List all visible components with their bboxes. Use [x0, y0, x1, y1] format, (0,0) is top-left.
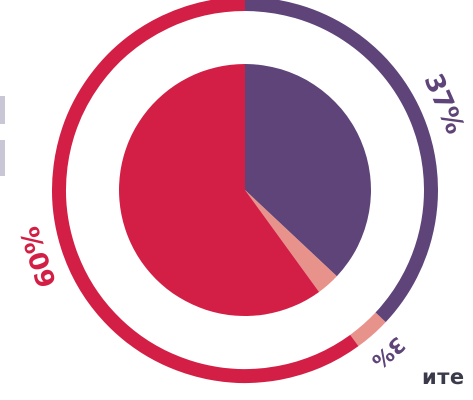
inner-pie	[119, 64, 371, 316]
outer-ring	[52, 0, 438, 383]
label-slice-60: 60%	[15, 223, 63, 291]
pie-slice-60	[119, 64, 320, 316]
ring-slice-37	[244, 0, 438, 323]
clipped-caption: ите	[422, 365, 465, 389]
ring-slice-60	[52, 0, 359, 383]
pie-slice-37	[245, 64, 371, 277]
pie-slice-3	[245, 190, 337, 292]
ring-slice-3	[350, 312, 386, 347]
left-edge-bar	[0, 96, 5, 124]
left-edge-bar	[0, 140, 5, 176]
label-slice-3: 3%	[367, 332, 410, 374]
